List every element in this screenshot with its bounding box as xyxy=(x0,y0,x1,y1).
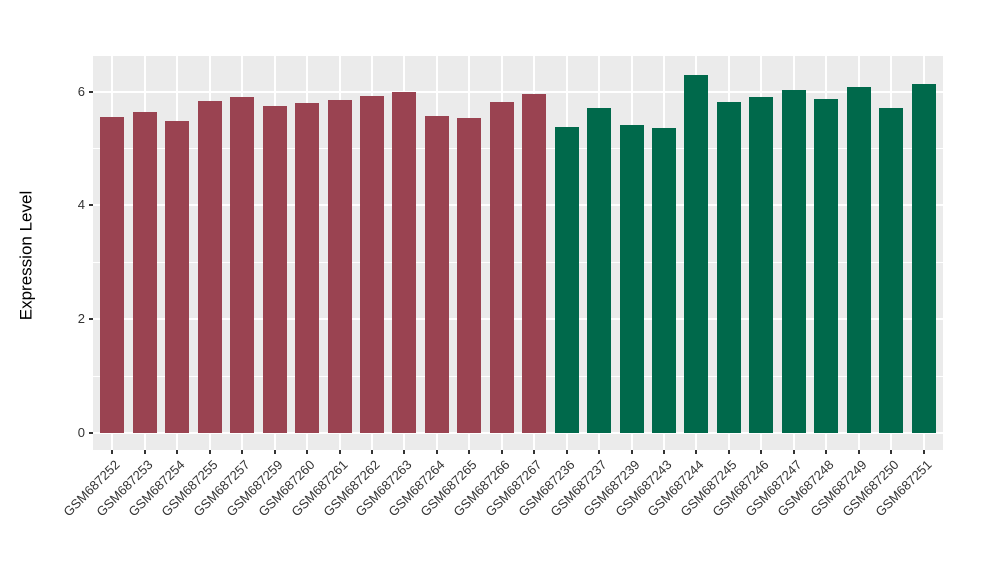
bar-GSM687259 xyxy=(262,105,287,433)
y-tick-label: 4 xyxy=(77,197,85,213)
bar-GSM687253 xyxy=(132,112,157,433)
x-tick-mark xyxy=(111,450,114,454)
x-tick-mark xyxy=(176,450,179,454)
bar-GSM687262 xyxy=(360,96,384,433)
x-tick-mark xyxy=(273,450,276,454)
x-tick-mark xyxy=(468,450,471,454)
bar-GSM687266 xyxy=(489,101,514,433)
y-tick-label: 0 xyxy=(77,425,85,440)
gridline-minor-h xyxy=(93,375,943,377)
gridline-major-h xyxy=(93,90,943,93)
y-tick-mark xyxy=(89,318,93,321)
bar-GSM687260 xyxy=(295,102,320,433)
x-tick-mark xyxy=(630,450,633,454)
x-tick-mark xyxy=(435,450,438,454)
bar-GSM687239 xyxy=(619,125,644,433)
bar-GSM687252 xyxy=(100,117,125,433)
gridline-major-h xyxy=(93,204,943,207)
y-tick-label: 6 xyxy=(77,83,85,99)
bar-GSM687236 xyxy=(554,126,579,433)
bar-GSM687248 xyxy=(814,98,839,433)
gridline-minor-h xyxy=(93,261,943,263)
x-tick-mark xyxy=(662,450,665,454)
x-tick-mark xyxy=(825,450,828,454)
x-tick-mark xyxy=(371,450,373,454)
bar-GSM687246 xyxy=(749,96,774,433)
x-tick-mark xyxy=(403,450,406,454)
x-tick-mark xyxy=(241,450,244,454)
x-tick-mark xyxy=(695,450,698,454)
y-tick-label: 2 xyxy=(77,311,85,327)
bar-GSM687264 xyxy=(424,116,449,433)
y-axis-title: Expression Level xyxy=(16,190,36,321)
bar-GSM687249 xyxy=(846,87,871,433)
x-tick-mark xyxy=(533,450,536,454)
x-tick-mark xyxy=(500,450,503,454)
x-tick-mark xyxy=(208,450,211,454)
gridline-minor-h xyxy=(93,148,943,149)
bar-GSM687244 xyxy=(684,75,709,433)
bar-GSM687267 xyxy=(522,93,547,433)
x-tick-mark xyxy=(143,450,146,454)
bar-GSM687265 xyxy=(457,117,482,433)
y-tick-mark xyxy=(89,90,93,93)
x-tick-mark xyxy=(727,450,730,454)
x-tick-mark xyxy=(338,450,341,454)
gridline-major-h xyxy=(93,318,943,321)
bar-GSM687261 xyxy=(327,100,352,433)
x-tick-mark xyxy=(792,450,795,454)
gridline-major-h xyxy=(93,432,943,434)
bar-GSM687251 xyxy=(911,84,936,433)
x-tick-mark xyxy=(922,450,925,454)
bar-GSM687237 xyxy=(587,108,612,433)
bar-GSM687257 xyxy=(230,96,255,433)
plot-panel xyxy=(93,56,943,450)
x-tick-mark xyxy=(890,450,893,454)
bar-GSM687245 xyxy=(716,101,741,433)
bar-GSM687250 xyxy=(879,108,904,433)
bar-GSM687243 xyxy=(651,128,676,433)
bar-GSM687254 xyxy=(165,121,190,433)
x-tick-mark xyxy=(306,450,309,454)
y-tick-mark xyxy=(89,204,93,207)
bar-GSM687247 xyxy=(781,89,806,433)
y-tick-mark xyxy=(89,432,93,434)
x-tick-mark xyxy=(565,450,568,454)
x-tick-mark xyxy=(760,450,763,454)
x-tick-mark xyxy=(598,450,601,454)
bar-GSM687263 xyxy=(392,92,417,433)
x-tick-mark xyxy=(857,450,860,454)
bar-GSM687255 xyxy=(197,101,222,433)
